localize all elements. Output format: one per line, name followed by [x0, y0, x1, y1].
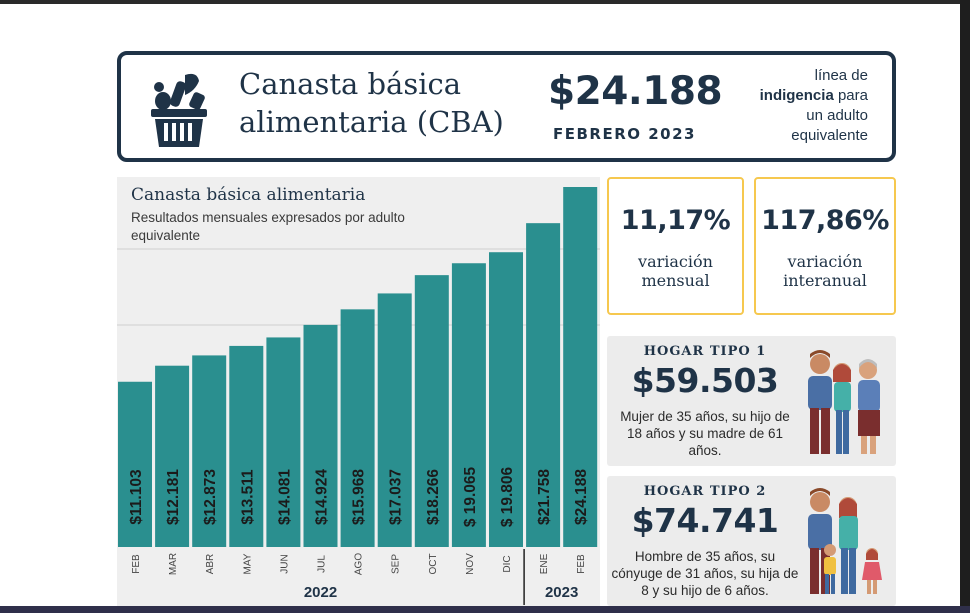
- bar: [489, 252, 523, 547]
- household-type-2-card: HOGAR TIPO 2 $74.741 Hombre de 35 años, …: [607, 476, 896, 606]
- household-2-description: Hombre de 35 años, su cónyuge de 31 años…: [611, 549, 799, 598]
- window-right-edge: [960, 0, 970, 613]
- household-1-title: HOGAR TIPO 1: [643, 344, 767, 359]
- chart-subtitle: Resultados mensuales expresados por adul…: [131, 210, 405, 243]
- header-note-bold: indigencia: [759, 87, 834, 104]
- bar-value-label: $ 19.806: [499, 466, 516, 527]
- x-tick-label: FEB: [131, 554, 142, 574]
- bar-value-label: $24.188: [573, 469, 590, 525]
- stat-annual-label: variación interanual: [783, 252, 867, 290]
- household-1-description: Mujer de 35 años, su hijo de 18 años y s…: [620, 409, 790, 458]
- bar: [526, 223, 561, 547]
- header-note-line4: equivalente: [791, 127, 868, 144]
- bar: [266, 337, 301, 547]
- family-three-adults-icon: [808, 350, 880, 454]
- bar-value-label: $14.081: [276, 469, 293, 525]
- header-amount: $24.188: [548, 69, 723, 114]
- bar-value-label: $18.266: [425, 469, 442, 525]
- bar: [563, 187, 598, 547]
- x-tick-label: MAY: [242, 553, 253, 574]
- stat-annual-value: 117,86%: [761, 205, 889, 236]
- bar: [155, 365, 190, 547]
- chart-title: Canasta básica alimentaria: [131, 185, 366, 205]
- x-tick-label: FEB: [576, 554, 587, 574]
- header-month: FEBRERO 2023: [553, 125, 696, 143]
- year-label: 2022: [304, 584, 337, 601]
- stat-monthly-variation: 11,17% variación mensual: [607, 177, 744, 315]
- header-note-line2: indigencia para: [728, 86, 868, 106]
- x-tick-label: NOV: [465, 553, 476, 575]
- bar-value-label: $17.037: [388, 469, 405, 525]
- header-note-line1: línea de: [814, 67, 868, 84]
- bar-value-label: $11.103: [128, 469, 145, 525]
- stat-monthly-value: 11,17%: [620, 205, 731, 236]
- family-parents-children-icon: [808, 488, 882, 594]
- header-note-line2-rest: para: [833, 87, 868, 104]
- x-tick-label: SEP: [391, 554, 402, 574]
- household-type-1-card: HOGAR TIPO 1 $59.503 Mujer de 35 años, s…: [607, 336, 896, 466]
- household-1-amount: $59.503: [631, 361, 779, 400]
- bar: [229, 345, 264, 547]
- x-tick-label: MAR: [168, 553, 179, 575]
- x-tick-label: DIC: [502, 555, 513, 572]
- bar: [377, 293, 412, 547]
- window-bottom-edge: [0, 606, 970, 613]
- stat-monthly-label: variación mensual: [638, 252, 713, 290]
- x-tick-label: OCT: [428, 553, 439, 574]
- window-top-edge: [0, 0, 970, 4]
- bar-value-label: $13.511: [239, 469, 256, 525]
- bar: [303, 324, 338, 547]
- header-title: Canasta básica alimentaria (CBA): [239, 67, 504, 139]
- bar: [192, 355, 227, 547]
- x-tick-label: JUL: [317, 555, 328, 573]
- bar-value-label: $12.873: [202, 469, 219, 525]
- bar-chart: $11.103 FEB $12.181 MAR $12.873 ABR $13.511 MAY…: [117, 187, 600, 605]
- bar: [414, 275, 449, 547]
- household-2-amount: $74.741: [631, 501, 779, 540]
- year-label: 2023: [545, 584, 578, 601]
- bar-value-label: $12.181: [165, 469, 182, 525]
- header-note-line3: un adulto: [806, 107, 868, 124]
- header-note: línea de indigencia para un adulto equiv…: [728, 66, 868, 146]
- x-tick-label: AGO: [354, 553, 365, 575]
- bar-value-label: $21.758: [536, 469, 553, 525]
- bar: [340, 309, 375, 547]
- bar-value-label: $15.968: [351, 469, 368, 525]
- bar-value-label: $ 19.065: [462, 466, 479, 527]
- x-tick-label: ABR: [205, 554, 216, 575]
- grocery-basket-icon: [151, 73, 207, 147]
- bar: [118, 381, 152, 547]
- chart-panel: $11.103 FEB $12.181 MAR $12.873 ABR $13.511 MAY…: [117, 177, 600, 606]
- stat-annual-variation: 117,86% variación interanual: [754, 177, 896, 315]
- bar-value-label: $14.924: [314, 469, 331, 525]
- household-2-title: HOGAR TIPO 2: [643, 484, 767, 499]
- x-tick-label: ENE: [539, 553, 550, 574]
- header-card: Canasta básica alimentaria (CBA) $24.188…: [117, 51, 896, 162]
- bar: [451, 263, 486, 547]
- x-tick-label: JUN: [279, 554, 290, 573]
